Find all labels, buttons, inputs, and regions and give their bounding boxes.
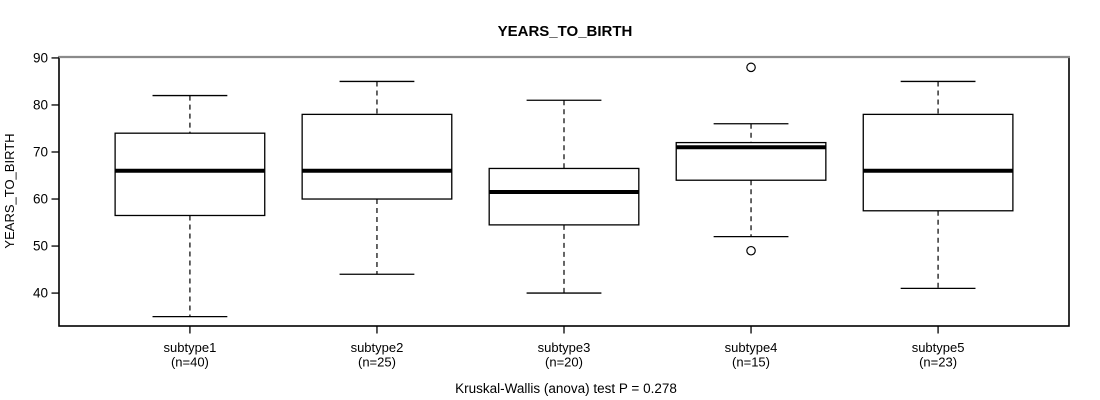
x-tick-label: subtype3 (n=20) xyxy=(538,340,591,370)
boxplot-subtype3 xyxy=(488,99,640,294)
outlier-point xyxy=(746,245,756,256)
boxplot-subtype4 xyxy=(675,62,827,256)
boxplot-subtype1 xyxy=(114,94,266,318)
iqr-box xyxy=(114,132,266,217)
boxes-layer xyxy=(114,62,1014,318)
y-tick-label: 80 xyxy=(33,97,48,112)
boxplot-subtype5 xyxy=(862,80,1014,290)
y-tick-label: 60 xyxy=(33,192,48,207)
x-tick-label: subtype2 (n=25) xyxy=(351,340,404,370)
y-tick-label: 90 xyxy=(33,50,48,65)
y-axis-layer: 40 50 60 70 80 90 xyxy=(33,50,59,301)
y-tick-label: 40 xyxy=(33,286,48,301)
y-tick-label: 70 xyxy=(33,144,48,159)
iqr-box xyxy=(862,113,1014,212)
chart-title: YEARS_TO_BIRTH xyxy=(498,23,633,40)
x-tick-label: subtype4 (n=15) xyxy=(725,340,778,370)
iqr-box xyxy=(488,167,640,226)
x-axis-layer: subtype1 (n=40) subtype2 (n=25) subtype3 (n=2… xyxy=(164,326,965,370)
y-axis-title: YEARS_TO_BIRTH xyxy=(2,133,17,248)
y-tick-label: 50 xyxy=(33,239,48,254)
x-tick-label: subtype1 (n=40) xyxy=(164,340,217,370)
x-tick-label: subtype5 (n=23) xyxy=(912,340,965,370)
kruskal-wallis-annotation: Kruskal-Wallis (anova) test P = 0.278 xyxy=(455,381,677,396)
iqr-box xyxy=(301,113,453,200)
boxplot-subtype2 xyxy=(301,80,453,275)
outlier-point xyxy=(746,62,756,73)
